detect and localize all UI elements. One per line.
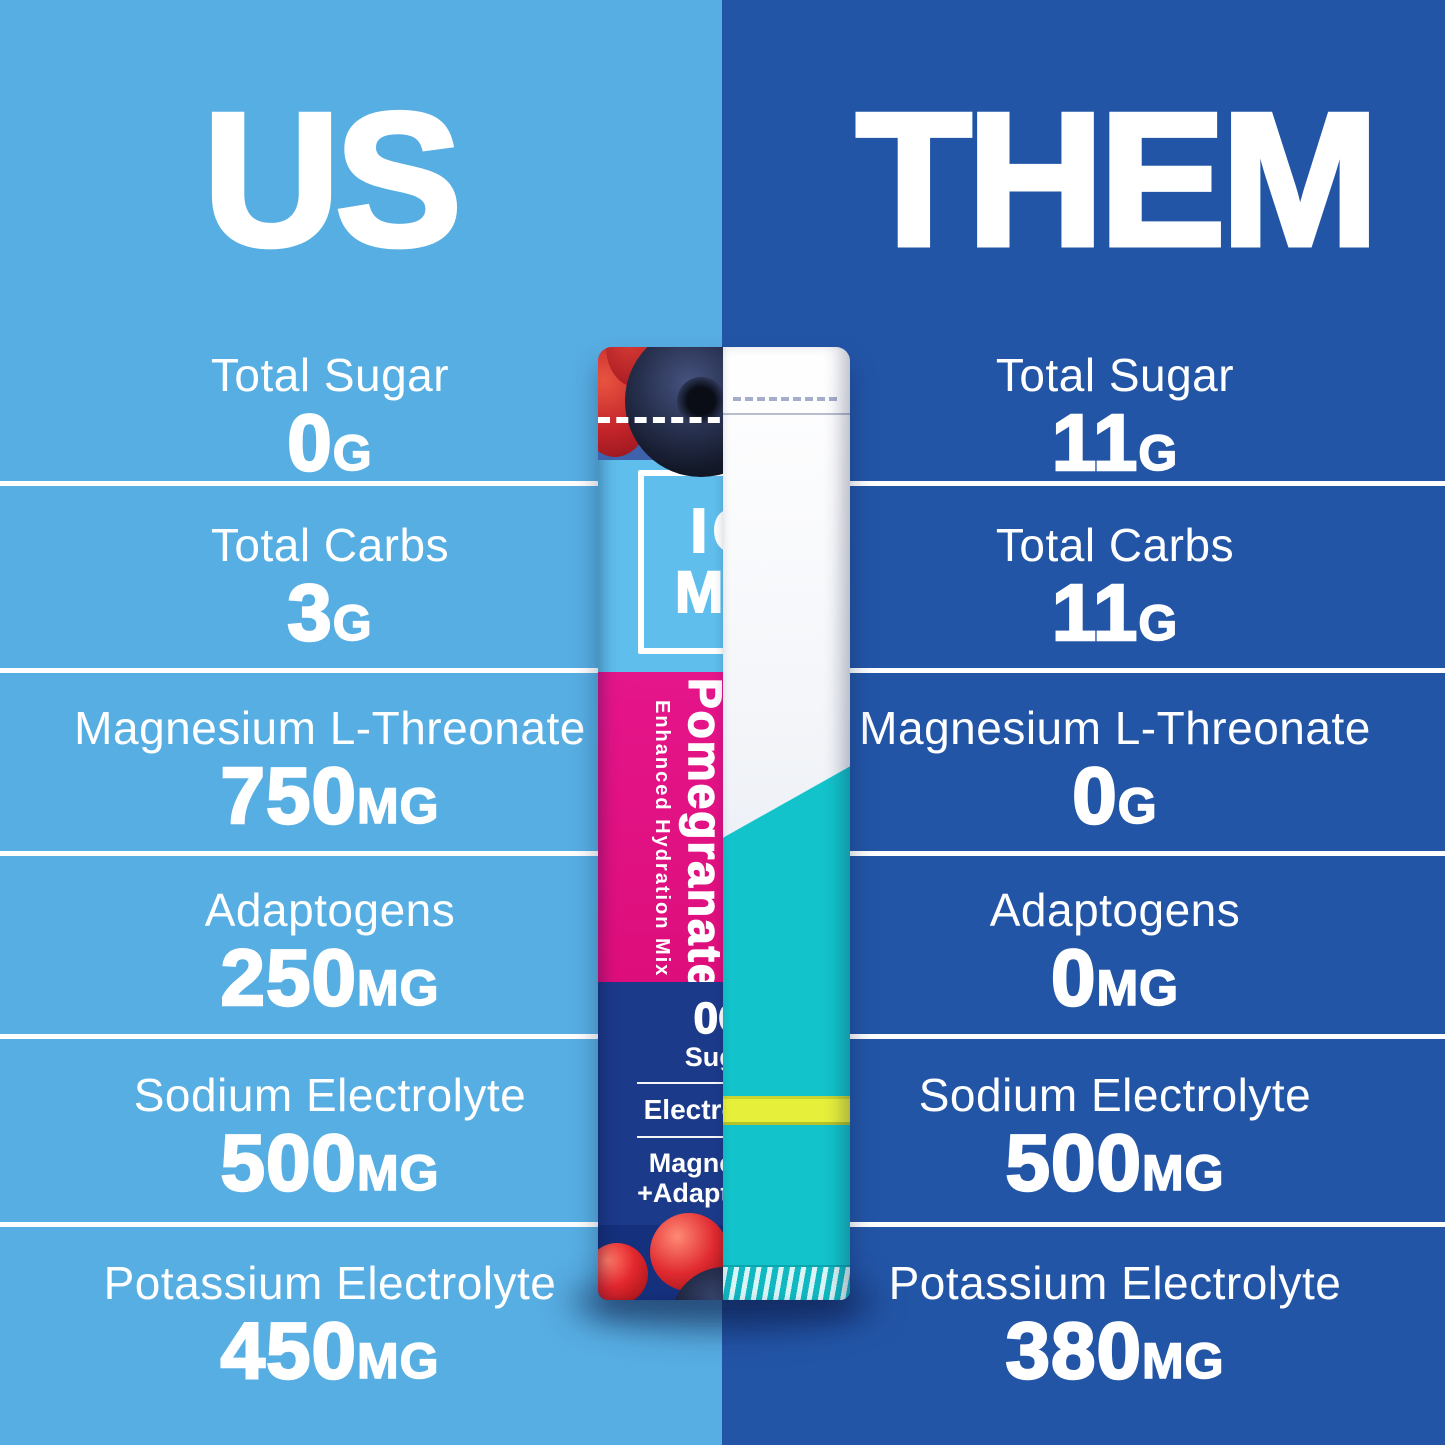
info-band: 0G Sugar Electrolytes Magnesium +Adaptog…	[598, 982, 723, 1248]
metric-value: 3G	[286, 568, 373, 657]
seal-stitch-dashes	[733, 397, 837, 401]
tagline-vertical-text: Enhanced Hydration Mix	[651, 700, 673, 978]
metric-label: Total Sugar	[995, 349, 1235, 401]
metric-row: Total Carbs 3G	[0, 519, 660, 676]
metric-value: 250MG	[219, 933, 440, 1022]
logo-text-top: IQ	[689, 497, 723, 566]
metric-row: Sodium Electrolyte 500MG	[0, 1069, 660, 1226]
packet-back-half	[723, 347, 850, 1300]
metric-label: Adaptogens	[989, 884, 1241, 936]
them-title: THEM	[853, 74, 1381, 286]
tear-line	[598, 417, 723, 423]
metric-value: 11G	[1051, 398, 1179, 487]
metric-row: Magnesium L-Threonate 750MG	[0, 702, 660, 859]
metric-label: Sodium Electrolyte	[133, 1069, 527, 1121]
metric-row: Potassium Electrolyte 380MG	[795, 1257, 1435, 1414]
metric-label: Magnesium L-Threonate	[859, 702, 1371, 754]
metric-label: Total Carbs	[995, 519, 1235, 571]
back-teal-area	[723, 766, 850, 1300]
metric-value: 500MG	[219, 1118, 440, 1207]
flavor-vertical-text: Pomegranate	[678, 677, 723, 992]
iqmix-logo: IQ MIX	[638, 470, 723, 654]
metric-value: 0G	[286, 398, 373, 487]
rule-line	[637, 1136, 723, 1138]
us-title: US	[201, 74, 465, 286]
packet-front-art: IQ MIX Enhanced Hydration Mix Pomegranat…	[598, 347, 723, 1300]
metric-label: Adaptogens	[204, 884, 456, 936]
metric-row: Total Carbs 11G	[795, 519, 1435, 676]
logo-text-bottom: MIX	[674, 560, 723, 625]
product-packet: IQ MIX Enhanced Hydration Mix Pomegranat…	[598, 347, 850, 1300]
metric-value: 500MG	[1004, 1118, 1225, 1207]
electrolytes-line: Electrolytes	[643, 1094, 723, 1125]
magnesium-line: Magnesium	[648, 1148, 723, 1178]
metric-row: Total Sugar 0G	[0, 349, 660, 506]
metric-value: 0G	[1071, 751, 1158, 840]
metric-label: Magnesium L-Threonate	[74, 702, 586, 754]
crimp-seal	[723, 1265, 850, 1300]
blueberry-image	[625, 347, 723, 477]
metric-value: 750MG	[219, 751, 440, 840]
yellow-band	[723, 1096, 850, 1125]
metric-label: Potassium Electrolyte	[103, 1257, 557, 1309]
metric-row: Magnesium L-Threonate 0G	[795, 702, 1435, 859]
rule-line	[637, 1082, 723, 1084]
seal-seam-line	[723, 413, 850, 415]
metric-label: Total Sugar	[210, 349, 450, 401]
fruit-art-top	[598, 347, 723, 477]
metric-row: Adaptogens 250MG	[0, 884, 660, 1041]
fruit-art-bottom	[598, 1213, 723, 1300]
flavor-band: Enhanced Hydration Mix Pomegranate	[598, 672, 723, 992]
packet-front-half: IQ MIX Enhanced Hydration Mix Pomegranat…	[598, 347, 723, 1300]
adaptogens-line: +Adaptogens	[637, 1178, 723, 1208]
metric-row: Adaptogens 0MG	[795, 884, 1435, 1041]
metric-value: 380MG	[1004, 1306, 1225, 1395]
metric-label: Total Carbs	[210, 519, 450, 571]
metric-value: 450MG	[219, 1306, 440, 1395]
metric-row: Total Sugar 11G	[795, 349, 1435, 506]
metric-value: 11G	[1051, 568, 1179, 657]
metric-row: Potassium Electrolyte 450MG	[0, 1257, 660, 1414]
pomegranate-seed-image	[598, 1243, 648, 1300]
metric-label: Potassium Electrolyte	[888, 1257, 1342, 1309]
metric-label: Sodium Electrolyte	[918, 1069, 1312, 1121]
sugar-callout-value: 0G	[693, 994, 723, 1043]
sugar-callout-label: Sugar	[684, 1042, 723, 1072]
metric-row: Sodium Electrolyte 500MG	[795, 1069, 1435, 1226]
metric-value: 0MG	[1050, 933, 1180, 1022]
brand-band: IQ MIX	[598, 460, 723, 672]
